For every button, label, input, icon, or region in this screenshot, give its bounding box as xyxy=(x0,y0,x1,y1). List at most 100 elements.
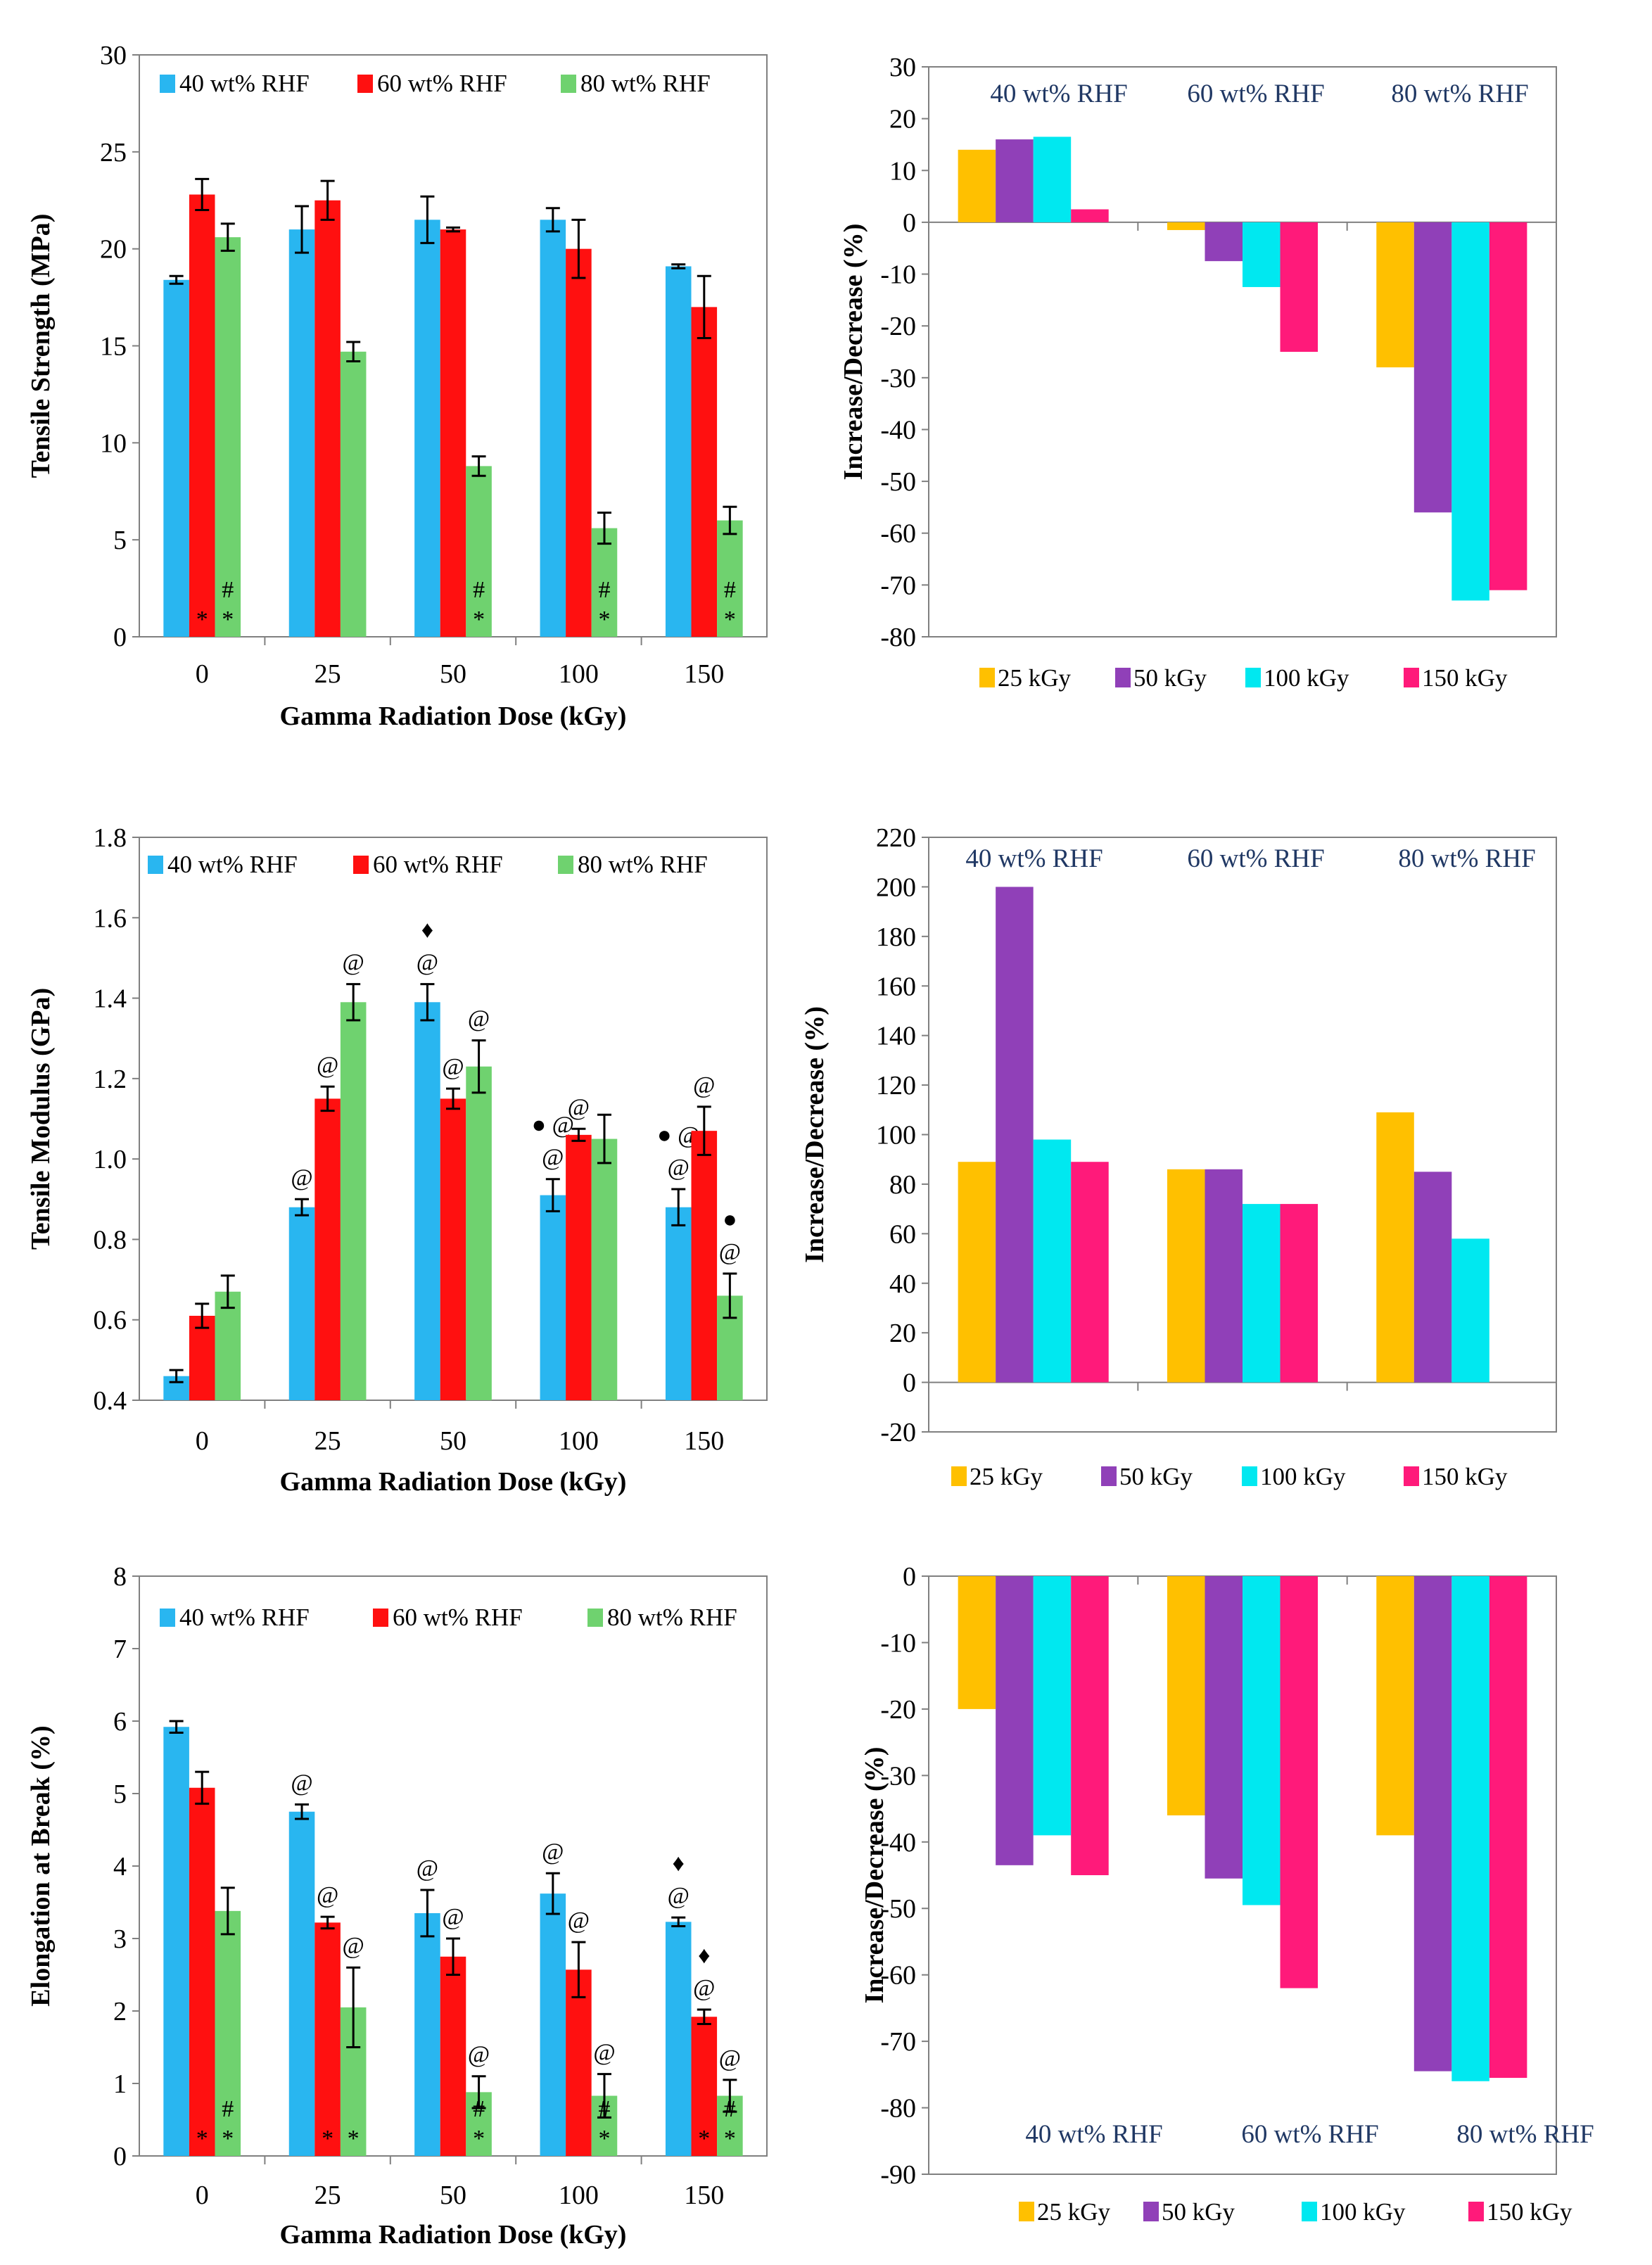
y-tick-label: 20 xyxy=(100,235,127,265)
bar xyxy=(340,351,367,637)
bar xyxy=(1205,222,1243,262)
y-tick-label: -50 xyxy=(880,467,916,497)
x-tick-label: 100 xyxy=(559,659,599,689)
chart-ts-abs: 0 5 10 15 20 25 30 Tensile Strength (MPa) 0 25 50 1… xyxy=(26,41,768,731)
significance-marker: @ xyxy=(291,1770,312,1796)
legend-swatch xyxy=(1143,2202,1159,2221)
y-tick-label: 40 xyxy=(889,1269,916,1299)
bar xyxy=(1033,137,1072,222)
significance-marker: @ xyxy=(317,1882,338,1908)
bar xyxy=(1033,1576,1072,1836)
x-axis-title: Gamma Radiation Dose (kGy) xyxy=(280,2220,627,2250)
bar xyxy=(1280,1204,1319,1383)
y-tick-label: 1 xyxy=(113,2069,127,2099)
y-tick-label: 1.4 xyxy=(94,984,127,1014)
bar xyxy=(1489,1576,1527,2079)
bar xyxy=(288,1811,315,2156)
legend-swatch xyxy=(1404,668,1419,687)
x-tick-label: 0 xyxy=(196,1426,209,1456)
legend-swatch xyxy=(373,1609,388,1627)
bar xyxy=(691,2017,718,2156)
legend-label: 80 wt% RHF xyxy=(607,1604,737,1631)
significance-marker: # xyxy=(222,2096,234,2122)
significance-marker: @ xyxy=(343,950,364,976)
legend-swatch xyxy=(979,668,995,687)
significance-marker: * xyxy=(222,607,234,633)
bar xyxy=(566,248,592,637)
legend-label: 40 wt% RHF xyxy=(179,70,310,97)
significance-marker: ● @ xyxy=(532,1112,574,1138)
bar xyxy=(1376,1576,1414,1836)
legend-swatch xyxy=(1101,1466,1117,1486)
significance-marker: @ xyxy=(343,1933,364,1959)
significance-marker: @ xyxy=(693,1975,715,2001)
significance-marker: * xyxy=(598,607,610,633)
bar xyxy=(1376,222,1414,368)
significance-marker: # xyxy=(598,577,610,603)
legend-label: 40 wt% RHF xyxy=(179,1604,310,1631)
x-tick-label: 100 xyxy=(559,2181,599,2210)
bar xyxy=(1243,1576,1281,1905)
legend-label: 150 kGy xyxy=(1422,664,1508,692)
bar xyxy=(1243,222,1281,287)
y-tick-label: 2 xyxy=(113,1997,127,2026)
legend-swatch xyxy=(1115,668,1131,687)
legend-swatch xyxy=(558,856,573,874)
significance-marker: @ xyxy=(468,2042,490,2068)
bar xyxy=(591,528,618,637)
y-tick-label: 0.6 xyxy=(94,1306,127,1335)
legend-swatch xyxy=(561,75,576,93)
y-tick-label: 0 xyxy=(113,2142,127,2171)
y-tick-label: 0 xyxy=(903,208,916,238)
significance-marker: * xyxy=(724,607,736,633)
y-tick-label: -30 xyxy=(880,1761,916,1791)
legend-label: 80 wt% RHF xyxy=(580,70,711,97)
bar xyxy=(314,200,341,637)
x-tick-label: 50 xyxy=(440,659,466,689)
legend-label: 100 kGy xyxy=(1260,1463,1346,1490)
y-tick-label: 0.4 xyxy=(94,1386,127,1416)
x-tick-label: 50 xyxy=(440,1426,466,1456)
y-axis-title: Tensile Strength (MPa) xyxy=(26,214,56,478)
legend-swatch xyxy=(951,1466,967,1486)
bar xyxy=(1243,1204,1281,1383)
bar xyxy=(1376,1112,1414,1383)
group-label: 40 wt% RHF xyxy=(965,844,1103,873)
significance-marker: * xyxy=(348,2126,360,2152)
significance-marker: * xyxy=(473,2126,485,2152)
bar xyxy=(314,1098,341,1400)
bar xyxy=(340,1002,367,1400)
y-tick-label: 200 xyxy=(876,873,916,902)
x-tick-label: 50 xyxy=(440,2181,466,2210)
y-tick-label: -20 xyxy=(880,312,916,341)
chart-tm-pct: -20 0 20 40 60 80 100 120 140 160 180 200 220 Increas… xyxy=(800,823,1557,1490)
legend-swatch xyxy=(1019,2202,1034,2221)
y-tick-label: 6 xyxy=(113,1707,127,1737)
y-tick-label: -40 xyxy=(880,415,916,445)
legend-swatch xyxy=(357,75,373,93)
y-tick-label: 160 xyxy=(876,972,916,1001)
y-tick-label: -70 xyxy=(880,571,916,600)
legend-swatch xyxy=(160,1609,175,1627)
y-tick-label: 25 xyxy=(100,138,127,167)
bar xyxy=(1071,209,1109,222)
significance-marker: @ xyxy=(417,950,438,976)
legend-label: 40 wt% RHF xyxy=(167,851,298,878)
legend-label: 25 kGy xyxy=(1037,2198,1111,2226)
chart-eb-pct: -90 -80 -70 -60 -50 -40 -30 -20 -10 0 Increase/Dec… xyxy=(860,1562,1594,2226)
x-tick-label: 100 xyxy=(559,1426,599,1456)
x-tick-label: 150 xyxy=(684,659,724,689)
bar xyxy=(691,307,718,637)
y-tick-label: 8 xyxy=(113,1562,127,1592)
significance-marker: @ xyxy=(542,1839,564,1865)
legend-label: 60 wt% RHF xyxy=(373,851,503,878)
y-tick-label: 100 xyxy=(876,1121,916,1150)
bar xyxy=(1451,222,1489,601)
y-tick-label: -60 xyxy=(880,519,916,549)
bar xyxy=(996,139,1034,222)
significance-marker: @ xyxy=(668,1883,690,1909)
legend-swatch xyxy=(1302,2202,1317,2221)
bar xyxy=(1167,1169,1205,1383)
significance-marker: * xyxy=(322,2126,333,2152)
y-tick-label: 140 xyxy=(876,1022,916,1051)
